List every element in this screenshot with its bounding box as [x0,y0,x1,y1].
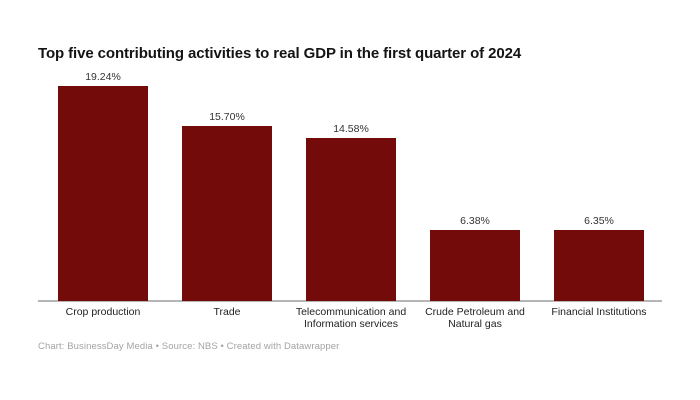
bar-value-label: 14.58% [333,123,369,135]
bar-category-label: Telecommunication and Information servic… [295,306,407,331]
bar [306,138,396,301]
chart-attribution: Chart: BusinessDay Media • Source: NBS •… [38,341,340,352]
bar-value-label: 15.70% [209,111,245,123]
bar [182,126,272,301]
bar-category-label: Crop production [65,306,141,318]
chart-title: Top five contributing activities to real… [38,45,522,62]
x-axis-line [38,300,662,302]
bar-value-label: 6.35% [584,215,614,227]
bar-category-label: Trade [213,306,241,318]
bar-value-label: 6.38% [460,215,490,227]
bar [554,230,644,301]
bar-category-label: Financial Institutions [551,306,647,318]
bar-category-label: Crude Petroleum and Natural gas [425,306,525,331]
bar-value-label: 19.24% [85,71,121,83]
bar [58,86,148,301]
bar [430,230,520,301]
